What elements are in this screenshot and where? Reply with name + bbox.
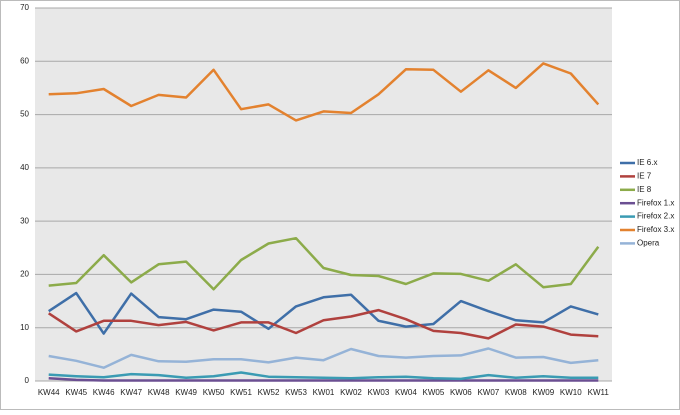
x-tick-label: KW46 [93, 388, 115, 397]
y-tick-label: 70 [20, 3, 29, 12]
x-tick-label: KW11 [588, 388, 610, 397]
x-tick-label: KW04 [395, 388, 417, 397]
series-line [48, 291, 599, 335]
legend-label: IE 6.x [637, 158, 657, 167]
series-line [48, 308, 599, 340]
x-tick-label: KW49 [175, 388, 197, 397]
x-tick-label: KW09 [532, 388, 554, 397]
y-tick-label: 60 [20, 56, 29, 65]
legend-label: Firefox 3.x [637, 225, 674, 234]
series-line [48, 347, 599, 369]
legend-label: Opera [637, 239, 660, 248]
x-tick-label: KW08 [505, 388, 527, 397]
legend-label: Firefox 2.x [637, 212, 674, 221]
x-tick-label: KW10 [560, 388, 582, 397]
x-tick-label: KW52 [258, 388, 280, 397]
x-tick-label: KW03 [368, 388, 390, 397]
y-tick-label: 10 [20, 323, 29, 332]
y-tick-label: 50 [20, 110, 29, 119]
x-tick-label: KW48 [148, 388, 170, 397]
x-tick-label: KW44 [38, 388, 60, 397]
x-tick-label: KW45 [65, 388, 87, 397]
series-line [48, 377, 599, 382]
legend-label: Firefox 1.x [637, 198, 674, 207]
x-tick-label: KW51 [230, 388, 252, 397]
series-line [48, 371, 599, 381]
y-tick-label: 30 [20, 216, 29, 225]
x-tick-label: KW01 [313, 388, 335, 397]
x-tick-label: KW05 [423, 388, 445, 397]
x-tick-label: KW06 [450, 388, 472, 397]
x-tick-label: KW47 [120, 388, 142, 397]
legend-label: IE 8 [637, 185, 652, 194]
x-tick-label: KW02 [340, 388, 362, 397]
plot-area [35, 8, 612, 381]
x-tick-label: KW53 [285, 388, 307, 397]
x-tick-label: KW50 [203, 388, 225, 397]
y-tick-label: 40 [20, 163, 29, 172]
y-tick-label: 0 [25, 376, 30, 385]
series-line [48, 236, 600, 291]
legend-label: IE 7 [637, 172, 652, 181]
y-tick-label: 20 [20, 270, 29, 279]
x-tick-label: KW07 [477, 388, 499, 397]
series-line [48, 62, 600, 122]
